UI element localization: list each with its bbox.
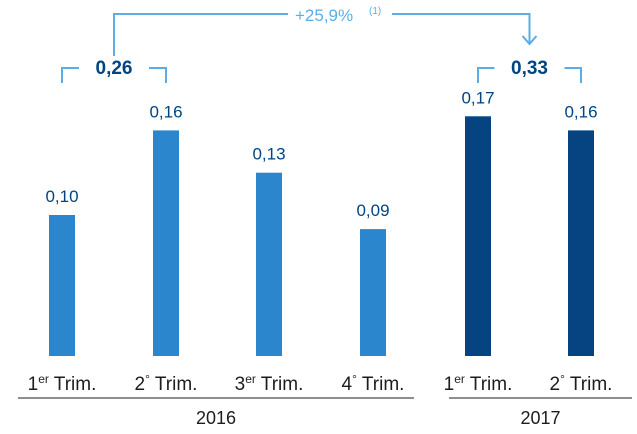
bar-4 [360,229,386,356]
category-suffix: Trim. [49,374,97,395]
bar-2 [153,130,179,356]
category-number: 3 [235,374,246,395]
value-label-6: 0,16 [564,102,597,121]
category-number: 2 [550,374,561,395]
growth-note: (1) [369,6,381,17]
category-superscript: er [454,372,465,386]
category-label-6: 2° Trim. [550,372,613,395]
group-label-2017: 2017 [520,408,560,428]
value-label-3: 0,13 [252,145,285,164]
category-suffix: Trim. [465,374,513,395]
bar-1 [49,215,75,356]
category-superscript: er [38,372,49,386]
group-label-2016: 2016 [196,408,236,428]
value-label-1: 0,10 [45,187,78,206]
total-label-2017: 0,33 [511,58,548,79]
total-bracket-right-2016 [149,67,167,83]
value-label-4: 0,09 [356,201,389,220]
category-label-3: 3er Trim. [235,372,304,395]
category-number: 1 [444,374,455,395]
category-suffix: Trim. [150,374,198,395]
category-label-1: 1er Trim. [28,372,97,395]
category-suffix: Trim. [256,374,304,395]
category-number: 2 [135,374,146,395]
growth-label-background [288,2,392,26]
category-label-5: 1er Trim. [444,372,513,395]
total-bracket-left-2016 [61,67,79,83]
bar-3 [256,172,282,356]
value-label-2: 0,16 [149,102,182,121]
category-label-2: 2° Trim. [135,372,198,395]
total-label-2016: 0,26 [96,58,133,79]
total-bracket-right-2017 [564,67,582,83]
value-label-5: 0,17 [461,88,494,107]
category-label-4: 4° Trim. [342,372,405,395]
category-superscript: ° [352,372,357,386]
growth-label: +25,9% [295,6,353,25]
category-superscript: er [245,372,256,386]
category-superscript: ° [560,372,565,386]
category-suffix: Trim. [565,374,613,395]
bar-6 [568,130,594,356]
total-bracket-left-2017 [477,67,495,83]
category-number: 4 [342,374,353,395]
category-superscript: ° [145,372,150,386]
category-suffix: Trim. [357,374,405,395]
bar-5 [465,116,491,356]
category-number: 1 [28,374,39,395]
growth-arrow-head [521,35,538,46]
